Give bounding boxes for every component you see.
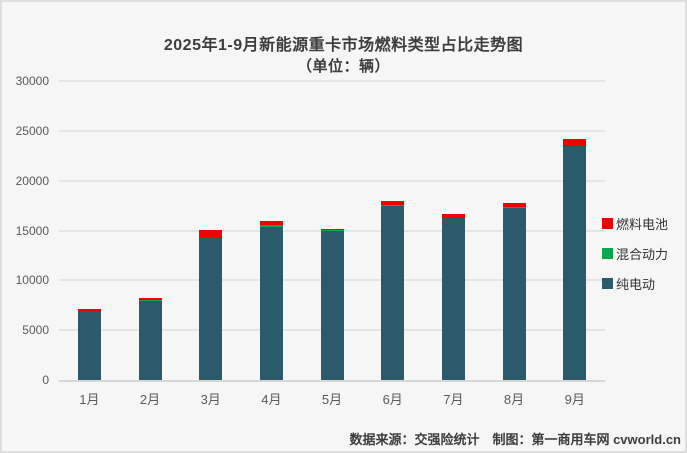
bar-segment-2月-燃料电池: [138, 298, 162, 301]
bar-1月: [77, 309, 101, 380]
bar-2月: [138, 298, 162, 380]
legend-item-纯电动: 纯电动: [602, 274, 668, 293]
y-tick-label-5000: 5000: [22, 323, 49, 338]
bar-column-5月: [302, 81, 363, 380]
legend: 燃料电池混合动力纯电动: [602, 214, 668, 293]
legend-label: 纯电动: [616, 277, 656, 292]
legend-label: 燃料电池: [616, 217, 669, 232]
gridline-30000: [59, 80, 605, 82]
y-tick-label-20000: 20000: [15, 173, 49, 188]
bar-segment-5月-纯电动: [320, 230, 344, 380]
bar-4月: [259, 221, 283, 380]
x-tick-label-5月: 5月: [321, 392, 343, 407]
bar-9月: [563, 138, 587, 380]
x-tick-label-4月: 4月: [261, 392, 282, 407]
bar-segment-6月-纯电动: [381, 205, 405, 380]
bar-column-2月: [120, 81, 181, 380]
bar-5月: [320, 228, 344, 380]
x-tick-label-6月: 6月: [382, 392, 403, 407]
bar-segment-5月-燃料电池: [320, 228, 344, 230]
bar-column-8月: [484, 81, 545, 380]
legend-item-混合动力: 混合动力: [602, 244, 668, 263]
bar-segment-7月-纯电动: [441, 218, 465, 380]
bar-segment-4月-纯电动: [259, 227, 283, 380]
bar-column-7月: [423, 81, 484, 380]
gridline-20000: [59, 179, 605, 182]
y-tick-label-30000: 30000: [15, 74, 49, 88]
bar-segment-6月-燃料电池: [381, 201, 405, 206]
bar-segment-3月-纯电动: [199, 237, 223, 380]
gridline-25000: [59, 129, 605, 132]
bar-segment-8月-燃料电池: [502, 202, 526, 207]
bar-column-1月: [59, 81, 120, 380]
bar-column-9月: [544, 81, 605, 380]
y-tick-label-25000: 25000: [15, 123, 49, 138]
x-tick-label-2月: 2月: [139, 392, 161, 407]
bar-column-3月: [180, 81, 241, 380]
legend-swatch-icon: [602, 248, 613, 259]
legend-swatch-icon: [602, 218, 613, 229]
bar-segment-4月-燃料电池: [259, 221, 283, 225]
x-axis-labels: 1月 2月 3月 4月 5月 6月 7月 8月 9月: [59, 389, 605, 408]
x-tick-label-7月: 7月: [443, 392, 464, 407]
x-tick-label-1月: 1月: [79, 392, 100, 407]
bars-container: [59, 81, 605, 380]
bar-8月: [502, 202, 526, 380]
legend-label: 混合动力: [616, 247, 669, 262]
bar-segment-5月-混合动力: [320, 229, 344, 231]
y-tick-label-10000: 10000: [15, 273, 49, 288]
bar-segment-1月-燃料电池: [77, 309, 101, 312]
bar-segment-9月-燃料电池: [563, 138, 587, 146]
footer-credit: 数据来源：交强险统计 制图：第一商用车网 cvworld.cn: [349, 432, 681, 447]
bar-segment-8月-混合动力: [502, 206, 526, 209]
bar-segment-8月-纯电动: [502, 208, 526, 380]
bar-segment-1月-纯电动: [77, 311, 101, 380]
y-axis-labels: 0 5000 10000 15000 20000 25000 30000: [2, 74, 49, 387]
bar-segment-3月-燃料电池: [199, 229, 223, 238]
y-tick-label-15000: 15000: [15, 223, 49, 238]
chart-subtitle: （单位：辆）: [296, 58, 390, 75]
x-tick-label-9月: 9月: [564, 392, 585, 407]
legend-swatch-icon: [602, 278, 613, 289]
bar-segment-4月-混合动力: [259, 224, 283, 228]
bar-column-6月: [362, 81, 423, 380]
bar-3月: [199, 229, 223, 380]
x-tick-label-8月: 8月: [503, 392, 525, 407]
x-tick-label-3月: 3月: [200, 392, 221, 407]
bar-6月: [381, 201, 405, 380]
legend-item-燃料电池: 燃料电池: [602, 214, 668, 233]
bar-segment-7月-燃料电池: [441, 213, 465, 218]
y-tick-label-0: 0: [42, 373, 49, 387]
bar-7月: [441, 213, 465, 380]
plot-area: [59, 80, 605, 382]
bar-segment-2月-纯电动: [138, 300, 162, 380]
bar-segment-9月-纯电动: [563, 146, 587, 380]
bar-column-4月: [241, 81, 302, 380]
chart-title: 2025年1-9月新能源重卡市场燃料类型占比走势图: [163, 37, 524, 54]
